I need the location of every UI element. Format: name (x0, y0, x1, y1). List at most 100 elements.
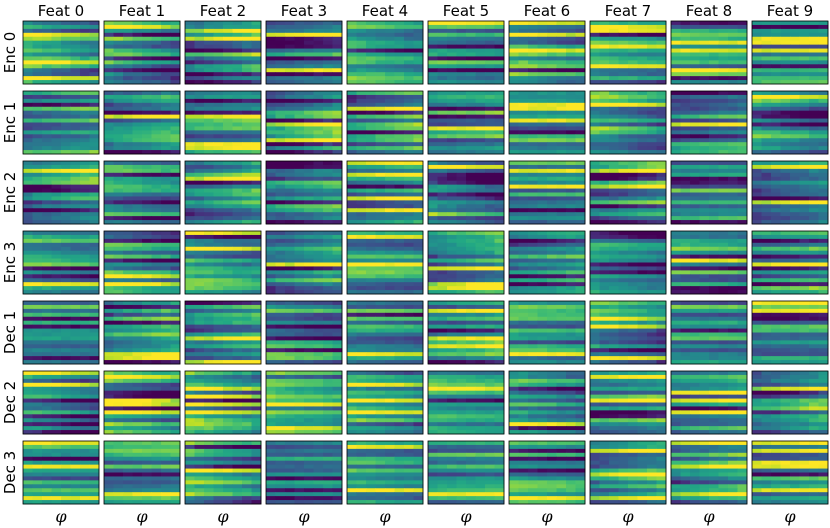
heatmap-cell (113, 250, 124, 256)
heatmap-cell (761, 28, 772, 34)
heatmap-cell (394, 212, 405, 217)
heatmap-panel (670, 20, 748, 85)
heatmap-cell (313, 274, 324, 279)
heatmap-cell (394, 286, 405, 291)
heatmap-cell (475, 180, 486, 186)
heatmap-cell (366, 102, 376, 108)
heatmap-cell (518, 24, 529, 30)
heatmap-cell (375, 278, 386, 283)
heatmap-cell (537, 184, 548, 189)
heatmap-cell (447, 106, 457, 112)
heatmap-cell (194, 40, 205, 46)
heatmap-cell (799, 44, 810, 49)
heatmap-cell (628, 246, 638, 252)
heatmap-cell (356, 234, 367, 240)
heatmap-cell (680, 52, 691, 57)
heatmap-cell (718, 40, 729, 46)
heatmap-cell (375, 126, 386, 131)
heatmap-cell (547, 290, 557, 295)
heatmap-panel (346, 230, 424, 295)
heatmap-cell (475, 286, 486, 291)
heatmap-cell (771, 21, 781, 26)
heatmap-cell (485, 216, 495, 221)
heatmap-cell (170, 286, 181, 291)
heatmap-cell (347, 208, 357, 213)
heatmap-cell (313, 72, 324, 77)
heatmap-cell (547, 94, 557, 100)
heatmap-cell (709, 60, 719, 65)
heatmap-cell (123, 56, 133, 61)
heatmap-cell (356, 134, 367, 139)
heatmap-cell (385, 250, 395, 256)
heatmap-cell (447, 242, 457, 248)
heatmap-cell (375, 274, 386, 279)
heatmap-cell (771, 76, 781, 81)
heatmap-cell (413, 122, 424, 127)
heatmap-cell (556, 32, 567, 38)
heatmap-panel (670, 90, 748, 155)
heatmap-cell (528, 118, 538, 123)
heatmap-cell (566, 286, 576, 291)
heatmap-cell (285, 91, 295, 96)
heatmap-cell (761, 36, 772, 42)
heatmap-cell (113, 32, 124, 38)
heatmap-cell (709, 24, 719, 30)
heatmap-cell (294, 168, 305, 174)
heatmap-panel (670, 160, 748, 225)
heatmap-cell (89, 220, 100, 225)
heatmap-cell (761, 56, 772, 61)
heatmap-cell (89, 231, 100, 236)
heatmap-cell (566, 91, 576, 96)
heatmap-cell (213, 150, 224, 155)
heatmap-cell (413, 21, 424, 26)
heatmap-cell (528, 208, 538, 213)
heatmap-cell (437, 161, 448, 166)
heatmap-cell (32, 220, 43, 225)
heatmap-cell (194, 188, 205, 193)
heatmap-cell (170, 134, 181, 139)
heatmap-cell (575, 21, 586, 26)
heatmap-cell (223, 274, 233, 279)
heatmap-cell (752, 21, 762, 26)
heatmap-cell (699, 238, 710, 244)
heatmap-cell (475, 192, 486, 197)
heatmap-cell (752, 212, 762, 217)
heatmap-cell (347, 98, 357, 104)
heatmap-cell (142, 262, 152, 267)
heatmap-cell (752, 200, 762, 205)
heatmap-cell (385, 238, 395, 244)
heatmap-cell (142, 94, 152, 100)
heatmap-cell (170, 130, 181, 135)
heatmap-cell (313, 106, 324, 112)
heatmap-cell (323, 220, 333, 225)
heatmap-cell (575, 290, 586, 295)
heatmap-cell (699, 184, 710, 189)
heatmap-cell (294, 164, 305, 170)
heatmap-cell (42, 98, 52, 104)
heatmap-cell (251, 274, 262, 279)
heatmap-cell (590, 98, 600, 104)
heatmap-cell (628, 142, 638, 147)
heatmap-cell (161, 40, 171, 46)
heatmap-cell (809, 134, 819, 139)
heatmap-cell (737, 102, 748, 108)
heatmap-cell (394, 110, 405, 116)
heatmap-cell (771, 44, 781, 49)
heatmap-cell (737, 168, 748, 174)
heatmap-cell (413, 200, 424, 205)
heatmap-cell (251, 208, 262, 213)
heatmap-cell (437, 134, 448, 139)
heatmap-cell (385, 68, 395, 73)
heatmap-cell (761, 134, 772, 139)
heatmap-cell (566, 270, 576, 275)
heatmap-cell (790, 126, 800, 131)
heatmap-cell (656, 122, 667, 127)
heatmap-cell (251, 48, 262, 53)
heatmap-cell (799, 118, 810, 123)
heatmap-cell (232, 266, 243, 271)
heatmap-cell (437, 68, 448, 73)
heatmap-cell (609, 142, 619, 147)
heatmap-cell (537, 91, 548, 96)
heatmap-cell (547, 262, 557, 267)
heatmap-cell (690, 208, 700, 213)
